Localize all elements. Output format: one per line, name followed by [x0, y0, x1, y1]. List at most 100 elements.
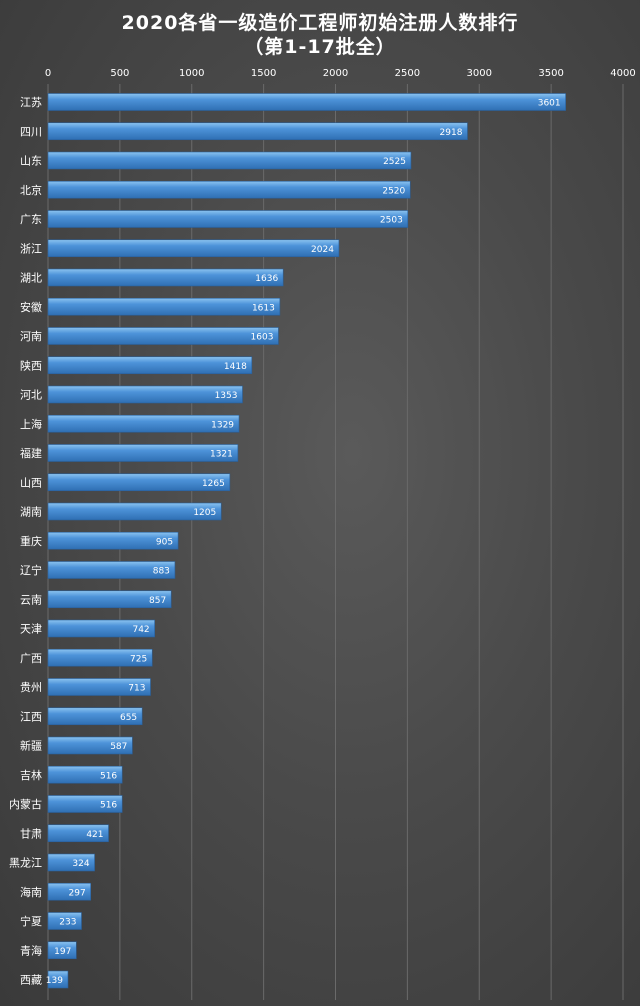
- category-label: 四川: [20, 125, 42, 138]
- x-tick-label: 3000: [467, 68, 492, 79]
- bar: [47, 151, 412, 170]
- data-label: 1418: [224, 362, 247, 372]
- data-label: 233: [59, 918, 76, 928]
- x-tick-label: 2000: [323, 68, 348, 79]
- gridlines: [47, 84, 624, 1000]
- category-label: 安徽: [20, 300, 42, 314]
- bar: [47, 531, 179, 550]
- category-label: 河南: [20, 330, 42, 343]
- data-label: 1613: [252, 303, 275, 313]
- bar: [47, 970, 69, 989]
- category-label: 吉林: [20, 768, 42, 782]
- bar: [47, 824, 109, 843]
- category-label: 西藏: [20, 974, 42, 987]
- data-label: 197: [54, 947, 71, 957]
- data-label: 1636: [255, 274, 278, 284]
- category-label: 贵州: [20, 681, 42, 694]
- category-label: 湖北: [20, 272, 42, 285]
- category-label: 新疆: [20, 739, 42, 753]
- chart-subtitle: （第1-17批全）: [244, 36, 396, 58]
- data-label: 297: [69, 888, 86, 898]
- data-label: 1265: [202, 479, 225, 489]
- bar: [47, 93, 566, 111]
- data-labels: 3601 2918 2525 2520 2503 2024 1636 1613 1603 1418…: [46, 99, 561, 987]
- data-label: 725: [130, 654, 147, 664]
- bar: [47, 444, 239, 462]
- category-label: 甘肃: [20, 827, 42, 840]
- category-label: 广西: [20, 652, 42, 665]
- data-label: 421: [86, 830, 103, 840]
- bar: [47, 502, 222, 521]
- data-label: 516: [100, 801, 117, 811]
- bar: [47, 912, 82, 930]
- data-label: 713: [128, 684, 145, 694]
- bar: [47, 356, 253, 375]
- data-label: 2918: [440, 128, 463, 138]
- category-label: 海南: [20, 885, 42, 899]
- data-label: 324: [72, 859, 89, 869]
- bar: [47, 678, 151, 696]
- category-label: 山东: [20, 155, 42, 168]
- category-label: 黑龙江: [9, 857, 42, 870]
- bar: [47, 736, 133, 755]
- x-tick-label: 3500: [538, 68, 563, 79]
- category-label: 北京: [20, 183, 42, 197]
- x-tick-label: 2500: [395, 68, 420, 79]
- bar: [47, 327, 279, 345]
- data-label: 2520: [382, 186, 405, 196]
- bar: [47, 268, 284, 287]
- category-label: 陕西: [20, 358, 42, 372]
- data-label: 516: [100, 771, 117, 781]
- category-label: 辽宁: [20, 563, 42, 577]
- category-label: 江西: [20, 710, 42, 723]
- bar: [47, 385, 243, 404]
- category-label: 湖南: [20, 506, 42, 519]
- data-label: 1321: [210, 450, 233, 460]
- bar: [47, 180, 411, 199]
- category-label: 上海: [20, 417, 42, 431]
- bar: [47, 414, 240, 433]
- x-axis-ticks: 0 500 1000 1500 2000 2500 3000 3500 4000: [45, 68, 636, 79]
- data-label: 1329: [211, 420, 234, 430]
- bar: [47, 122, 468, 141]
- x-tick-label: 1500: [251, 68, 276, 79]
- x-tick-label: 0: [45, 68, 51, 79]
- bar: [47, 882, 91, 901]
- category-label: 天津: [20, 623, 42, 636]
- bar: [47, 648, 153, 667]
- x-tick-label: 4000: [610, 68, 635, 79]
- data-label: 655: [120, 713, 137, 723]
- data-label: 587: [110, 742, 127, 752]
- data-label: 742: [132, 625, 149, 635]
- x-tick-label: 500: [110, 68, 129, 79]
- bar: [47, 765, 123, 784]
- data-label: 905: [156, 537, 173, 547]
- category-label: 江苏: [20, 96, 42, 109]
- data-label: 1353: [215, 391, 238, 401]
- bar: [47, 619, 155, 638]
- category-label: 福建: [20, 446, 42, 460]
- category-label: 广东: [20, 213, 42, 226]
- category-label: 浙江: [20, 242, 42, 255]
- category-label: 内蒙古: [9, 797, 42, 811]
- data-label: 139: [46, 976, 63, 986]
- category-label: 重庆: [20, 534, 42, 548]
- bar: [47, 297, 281, 316]
- data-label: 857: [149, 596, 166, 606]
- bar: [47, 795, 123, 813]
- bar: [47, 473, 231, 492]
- bars: [47, 93, 566, 989]
- bar: [47, 941, 77, 960]
- bar: [47, 561, 176, 579]
- data-label: 2024: [311, 245, 334, 255]
- category-labels: 江苏四川山东北京广东浙江湖北安徽河南陕西河北上海福建山西湖南重庆辽宁云南天津广西…: [9, 96, 42, 987]
- bar: [47, 590, 172, 609]
- bar: [47, 239, 340, 258]
- category-label: 云南: [20, 593, 42, 606]
- data-label: 2503: [380, 216, 403, 226]
- category-label: 宁夏: [20, 914, 42, 928]
- data-label: 3601: [538, 99, 561, 109]
- category-label: 山西: [20, 476, 42, 489]
- bar: [47, 707, 143, 726]
